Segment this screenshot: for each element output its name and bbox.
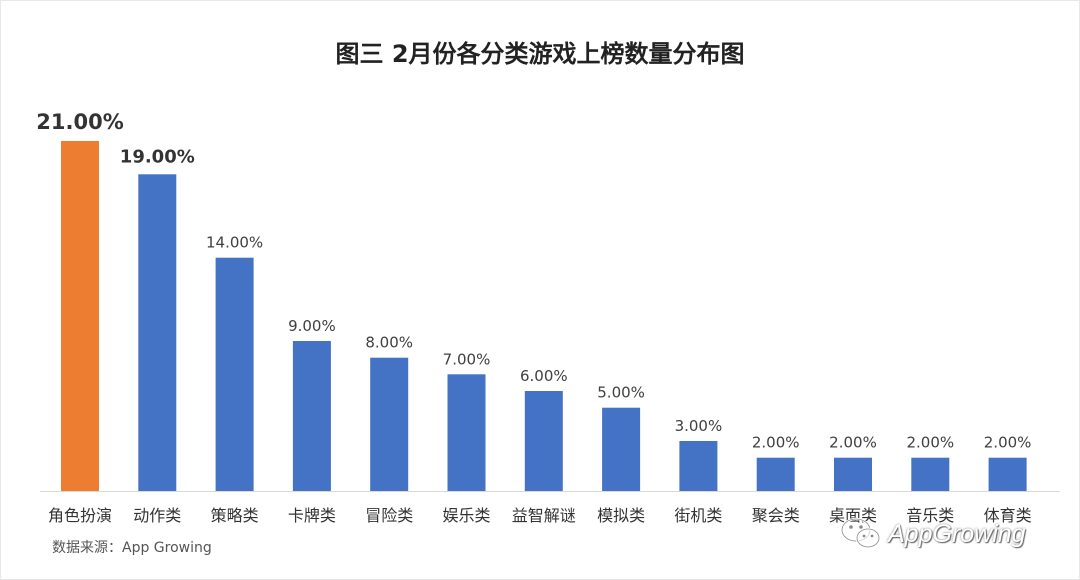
category-label-3: 策略类: [211, 506, 259, 525]
data-label-4: 9.00%: [288, 317, 336, 335]
bar-10: [756, 457, 795, 491]
bars-layer: [61, 141, 1027, 492]
watermark-text: AppGrowing: [888, 519, 1026, 548]
category-label-4: 卡牌类: [288, 506, 336, 525]
bar-5: [370, 357, 409, 491]
category-label-7: 益智解谜: [512, 506, 576, 525]
category-label-12: 音乐类: [906, 506, 954, 525]
data-label-6: 7.00%: [443, 350, 491, 368]
data-label-10: 2.00%: [752, 434, 800, 452]
data-label-7: 6.00%: [520, 367, 568, 385]
source-note: 数据来源：App Growing: [52, 540, 212, 556]
bar-9: [679, 441, 718, 491]
category-label-6: 娱乐类: [442, 506, 490, 525]
data-label-11: 2.00%: [829, 434, 877, 452]
category-label-13: 体育类: [984, 506, 1032, 525]
data-label-8: 5.00%: [597, 384, 645, 402]
bar-2: [138, 174, 177, 492]
category-label-8: 模拟类: [597, 506, 645, 525]
category-label-2: 动作类: [133, 506, 181, 525]
category-label-10: 聚会类: [752, 506, 800, 525]
data-label-3: 14.00%: [206, 234, 263, 252]
bar-6: [447, 374, 486, 491]
data-label-2: 19.00%: [120, 146, 195, 167]
category-label-9: 街机类: [674, 506, 722, 525]
category-label-5: 冒险类: [365, 506, 413, 525]
bar-13: [988, 457, 1027, 491]
chart-title: 图三 2月份各分类游戏上榜数量分布图: [335, 40, 745, 68]
bar-3: [215, 257, 254, 491]
category-label-1: 角色扮演: [48, 506, 112, 525]
data-label-9: 3.00%: [675, 417, 723, 435]
category-labels-layer: 角色扮演 动作类 策略类 卡牌类 冒险类 娱乐类 益智解谜 模拟类 街机类 聚会类 桌面类 音乐类 体育…: [48, 506, 1032, 525]
wechat-icon: [840, 517, 881, 549]
bar-8: [602, 407, 641, 491]
bar-7: [524, 391, 563, 491]
data-label-13: 2.00%: [984, 434, 1032, 452]
data-label-12: 2.00%: [906, 434, 954, 452]
bar-11: [834, 457, 872, 491]
bar-4: [292, 341, 331, 491]
data-label-5: 8.00%: [365, 334, 413, 352]
data-label-1: 21.00%: [36, 110, 123, 134]
watermark: AppGrowing: [840, 514, 1065, 554]
data-labels-layer: 21.00% 19.00% 14.00% 9.00% 8.00% 7.00% 6.00% 5.…: [36, 110, 1031, 452]
bar-1: [61, 141, 99, 491]
bar-12: [911, 457, 950, 491]
